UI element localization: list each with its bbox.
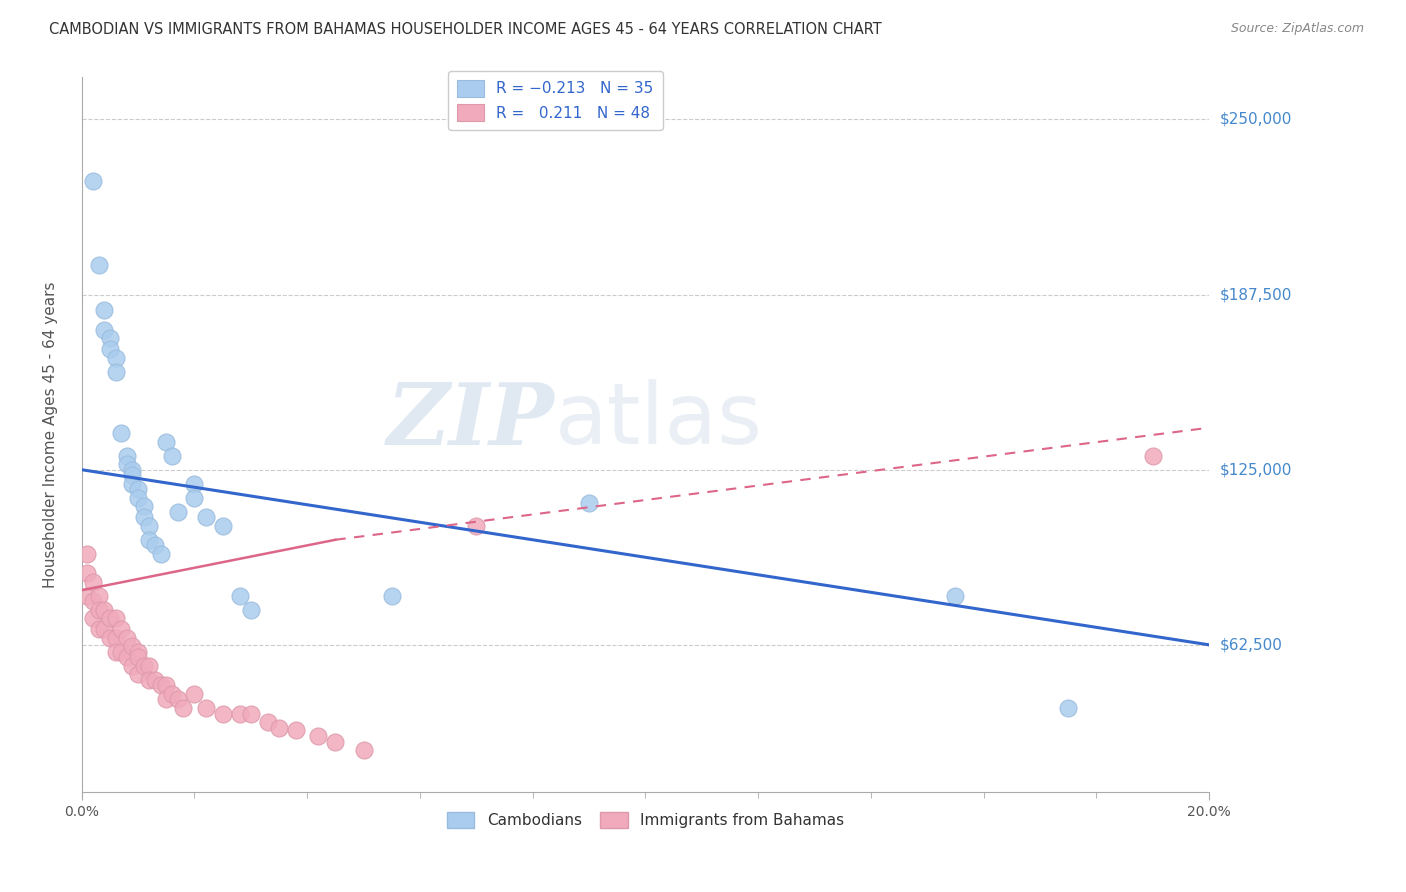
Point	[110, 623, 132, 637]
Point	[110, 645, 132, 659]
Point	[98, 331, 121, 345]
Point	[239, 706, 262, 721]
Point	[82, 174, 104, 188]
Text: $187,500: $187,500	[1220, 287, 1292, 302]
Text: Source: ZipAtlas.com: Source: ZipAtlas.com	[1230, 22, 1364, 36]
Point	[87, 603, 110, 617]
Y-axis label: Householder Income Ages 45 - 64 years: Householder Income Ages 45 - 64 years	[44, 282, 58, 588]
Point	[211, 706, 233, 721]
Point	[465, 518, 488, 533]
Point	[256, 714, 278, 729]
Point	[104, 365, 127, 379]
Point	[76, 589, 98, 603]
Point	[98, 343, 121, 357]
Point	[353, 743, 375, 757]
Point	[87, 623, 110, 637]
Point	[284, 723, 307, 738]
Point	[104, 351, 127, 365]
Point	[381, 589, 404, 603]
Point	[155, 692, 177, 706]
Point	[160, 687, 183, 701]
Point	[121, 476, 143, 491]
Point	[143, 673, 166, 687]
Point	[155, 434, 177, 449]
Point	[127, 650, 149, 665]
Point	[98, 631, 121, 645]
Text: $125,000: $125,000	[1220, 462, 1292, 477]
Point	[115, 457, 138, 471]
Point	[121, 640, 143, 654]
Point	[183, 491, 205, 505]
Point	[132, 658, 155, 673]
Point	[127, 483, 149, 497]
Point	[104, 631, 127, 645]
Text: atlas: atlas	[555, 379, 763, 462]
Point	[82, 594, 104, 608]
Point	[1057, 701, 1080, 715]
Point	[945, 589, 967, 603]
Point	[121, 463, 143, 477]
Point	[166, 692, 188, 706]
Point	[228, 706, 250, 721]
Point	[93, 323, 115, 337]
Point	[166, 505, 188, 519]
Text: CAMBODIAN VS IMMIGRANTS FROM BAHAMAS HOUSEHOLDER INCOME AGES 45 - 64 YEARS CORRE: CAMBODIAN VS IMMIGRANTS FROM BAHAMAS HOU…	[49, 22, 882, 37]
Point	[149, 678, 172, 692]
Point	[82, 611, 104, 625]
Point	[82, 574, 104, 589]
Point	[138, 673, 160, 687]
Point	[138, 518, 160, 533]
Point	[325, 734, 347, 748]
Text: $62,500: $62,500	[1220, 638, 1284, 652]
Point	[110, 426, 132, 441]
Point	[138, 658, 160, 673]
Point	[104, 645, 127, 659]
Text: $250,000: $250,000	[1220, 112, 1292, 127]
Point	[578, 496, 600, 510]
Point	[138, 533, 160, 547]
Point	[121, 658, 143, 673]
Point	[121, 468, 143, 483]
Point	[115, 449, 138, 463]
Point	[127, 645, 149, 659]
Point	[87, 589, 110, 603]
Point	[239, 603, 262, 617]
Point	[115, 650, 138, 665]
Point	[132, 510, 155, 524]
Point	[1142, 449, 1164, 463]
Point	[104, 611, 127, 625]
Point	[172, 701, 194, 715]
Point	[211, 518, 233, 533]
Point	[267, 721, 290, 735]
Point	[143, 538, 166, 552]
Point	[149, 547, 172, 561]
Point	[132, 499, 155, 513]
Point	[87, 258, 110, 272]
Legend: Cambodians, Immigrants from Bahamas: Cambodians, Immigrants from Bahamas	[441, 805, 851, 834]
Point	[228, 589, 250, 603]
Point	[115, 631, 138, 645]
Point	[76, 547, 98, 561]
Point	[308, 729, 330, 743]
Point	[127, 667, 149, 681]
Point	[194, 701, 217, 715]
Point	[127, 491, 149, 505]
Point	[76, 566, 98, 581]
Point	[93, 623, 115, 637]
Point	[160, 449, 183, 463]
Point	[155, 678, 177, 692]
Text: ZIP: ZIP	[387, 379, 555, 462]
Point	[194, 510, 217, 524]
Point	[183, 476, 205, 491]
Point	[93, 303, 115, 318]
Point	[183, 687, 205, 701]
Point	[98, 611, 121, 625]
Point	[93, 603, 115, 617]
